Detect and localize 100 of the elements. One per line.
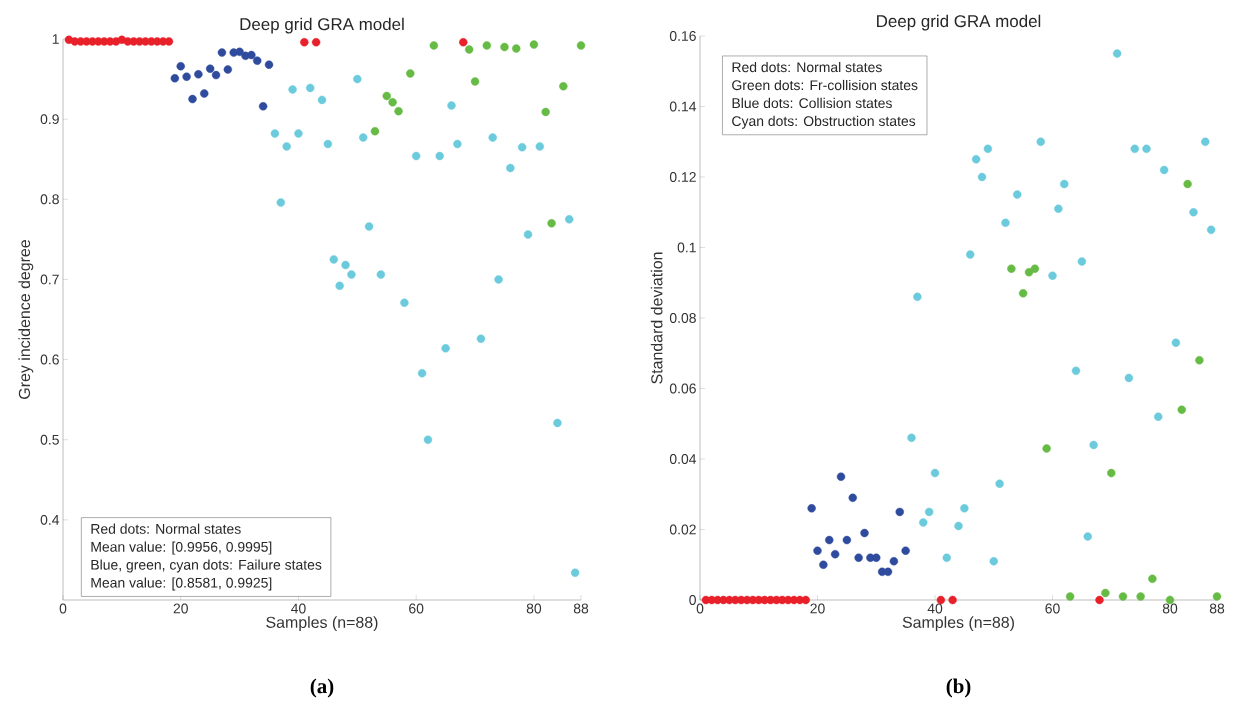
y-tick-label: 0 (689, 595, 696, 605)
point (1118, 592, 1128, 601)
text: (b) (946, 678, 971, 698)
point (971, 155, 981, 164)
point (570, 568, 580, 577)
point (948, 595, 957, 605)
annotation: Blue dots: Collision states (732, 97, 892, 109)
point (819, 560, 828, 569)
point (1183, 179, 1192, 189)
point (459, 38, 468, 47)
x-tick-label: 80 (526, 603, 542, 614)
point (417, 369, 427, 378)
point (535, 142, 544, 151)
y-tick-label: 0.12 (669, 172, 696, 182)
point (830, 549, 840, 559)
point (913, 292, 922, 302)
point (576, 41, 586, 50)
point (1142, 144, 1151, 153)
point (1212, 592, 1222, 601)
y-tick-label: 0.02 (669, 524, 696, 535)
y-tick-label: 0.5 (40, 434, 59, 445)
point (919, 518, 928, 527)
point (282, 142, 291, 151)
y-tick-label: 0.14 (669, 101, 697, 112)
point (553, 418, 562, 428)
point (306, 83, 315, 93)
annotation: Red dots: Normal states (732, 61, 882, 73)
point (488, 133, 497, 142)
point (317, 95, 327, 105)
point (170, 74, 180, 83)
annotation: Blue, green, cyan dots: Failure states (91, 559, 322, 573)
point (247, 50, 256, 60)
y-tick-label: 0.06 (669, 383, 696, 394)
point (470, 77, 480, 86)
point (411, 151, 421, 161)
point (960, 504, 969, 513)
point (872, 553, 881, 562)
point (954, 521, 963, 531)
point (1007, 264, 1016, 273)
point (1077, 257, 1087, 266)
x-tick-label: 20 (173, 603, 188, 614)
y-tick-label: 1 (52, 34, 59, 44)
point (400, 298, 409, 307)
y-tick-label: 0.4 (40, 514, 60, 525)
point (1071, 366, 1081, 376)
y-tick-label: 0.1 (677, 242, 696, 253)
point (825, 535, 834, 545)
point (1083, 532, 1092, 541)
x-tick-label: 88 (573, 603, 589, 614)
point (476, 334, 486, 343)
point (482, 41, 492, 50)
point (1177, 405, 1186, 414)
point (547, 219, 556, 228)
point (1042, 444, 1051, 453)
point (194, 70, 203, 79)
annotation: Cyan dots: Obstruction states (732, 115, 916, 129)
point (464, 45, 474, 54)
point (1154, 412, 1163, 421)
point (211, 70, 221, 80)
y-tick-label: 0.08 (669, 313, 696, 323)
point (270, 129, 280, 138)
point (1101, 588, 1110, 598)
point (253, 56, 262, 65)
point (1013, 190, 1022, 199)
point (341, 260, 350, 270)
x-tick-label: 20 (810, 603, 825, 614)
point (801, 595, 810, 605)
point (523, 230, 533, 239)
point (394, 106, 403, 116)
point (989, 557, 998, 566)
point (1089, 440, 1098, 450)
point (889, 557, 899, 566)
point (347, 270, 356, 279)
point (930, 468, 940, 478)
x-tick-label: 80 (1162, 603, 1178, 614)
x-axis-title: Samples (n=88) (902, 616, 1014, 632)
point (353, 74, 362, 84)
point (813, 546, 822, 555)
point (276, 198, 285, 207)
point (854, 553, 863, 562)
point (966, 250, 975, 259)
point (995, 479, 1004, 488)
point (406, 69, 415, 78)
point (1018, 289, 1028, 298)
point (1171, 338, 1181, 347)
point (441, 344, 450, 353)
point (364, 222, 374, 231)
point (500, 42, 509, 52)
point (1148, 574, 1157, 584)
point (512, 44, 521, 53)
point (1060, 179, 1069, 189)
point (506, 163, 515, 173)
point (1107, 468, 1116, 478)
point (205, 64, 215, 73)
point (842, 535, 852, 545)
point (1136, 592, 1145, 601)
point (1201, 137, 1210, 146)
y-tick-label: 0.7 (40, 274, 59, 285)
point (435, 151, 444, 161)
point (258, 102, 268, 111)
